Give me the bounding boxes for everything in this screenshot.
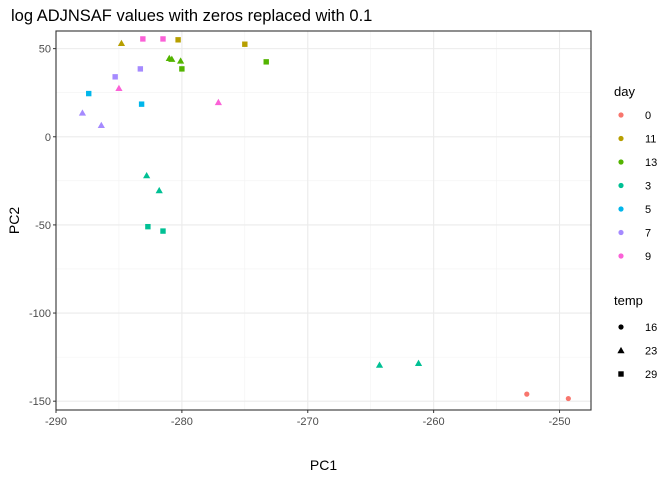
legend-day-label: 9: [645, 251, 651, 263]
data-point: [179, 66, 185, 72]
y-tick-label: -100: [29, 308, 51, 320]
data-point: [137, 66, 144, 72]
y-tick-label: 0: [45, 132, 51, 144]
x-axis: -290 -280 -270 -260 -250: [45, 410, 571, 428]
legend-day-key: [618, 112, 624, 118]
legend-day-key: [618, 182, 624, 189]
legend-day-label: 0: [645, 110, 651, 122]
data-point: [175, 37, 181, 43]
legend-day-key: [618, 159, 624, 165]
plot-panel: [56, 31, 591, 410]
major-gridlines: [55, 31, 591, 410]
data-point: [524, 391, 530, 397]
data-point: [86, 90, 92, 97]
data-point: [138, 101, 145, 107]
x-tick-label: -290: [45, 416, 67, 428]
legend-day-key: [618, 206, 624, 212]
legend-day-label: 3: [645, 181, 651, 193]
legend-temp-key: [618, 371, 624, 377]
data-point: [112, 74, 118, 80]
legend-temp-label: 29: [645, 369, 657, 381]
data-point: [143, 171, 151, 179]
legend-temp-key: [618, 324, 624, 330]
data-point: [117, 39, 126, 47]
x-tick-label: -280: [171, 416, 193, 428]
x-tick-label: -260: [423, 416, 445, 428]
legend-day-label: 7: [645, 228, 651, 240]
data-point: [414, 359, 423, 366]
data-point: [263, 59, 269, 65]
data-point: [214, 98, 222, 106]
chart-title: log ADJNSAF values with zeros replaced w…: [11, 7, 372, 25]
x-tick-label: -250: [549, 416, 571, 428]
data-point: [145, 223, 151, 230]
legend-day-key: [618, 229, 624, 236]
data-point: [155, 186, 163, 194]
x-tick-label: -270: [297, 416, 319, 428]
data-point: [242, 41, 248, 47]
data-point: [78, 109, 87, 116]
plot-border: [55, 30, 592, 411]
data-point: [160, 36, 166, 42]
legend-temp-key: [617, 346, 625, 354]
data-point: [97, 121, 105, 129]
data-point: [140, 36, 146, 42]
y-axis: -150 -100 -50 0 50: [29, 44, 56, 408]
minor-gridlines: [56, 31, 591, 410]
legend-temp: temp 16 23 29: [614, 293, 657, 381]
data-point: [177, 57, 185, 64]
legend-temp-title: temp: [614, 293, 643, 308]
y-tick-label: -150: [29, 396, 51, 408]
data-point: [565, 395, 571, 402]
y-tick-label: 50: [39, 44, 51, 56]
legend-temp-label: 23: [645, 346, 657, 358]
legend-day: day 0 11 13 3 5 7 9: [614, 84, 657, 263]
y-axis-title: PC2: [6, 207, 22, 234]
data-point: [375, 361, 384, 368]
y-tick-label: -50: [35, 220, 51, 232]
legend-day-label: 5: [645, 204, 651, 216]
x-axis-title: PC1: [310, 457, 337, 473]
data-point: [168, 55, 176, 62]
legend-day-key: [618, 135, 624, 142]
legend-day-label: 13: [645, 157, 657, 169]
legend-day-label: 11: [645, 134, 656, 146]
legend-temp-label: 16: [645, 322, 657, 334]
legend-day-key: [618, 253, 624, 259]
data-points: [78, 36, 571, 402]
data-point: [160, 228, 166, 234]
data-point: [115, 84, 123, 91]
legend-day-title: day: [614, 84, 635, 99]
